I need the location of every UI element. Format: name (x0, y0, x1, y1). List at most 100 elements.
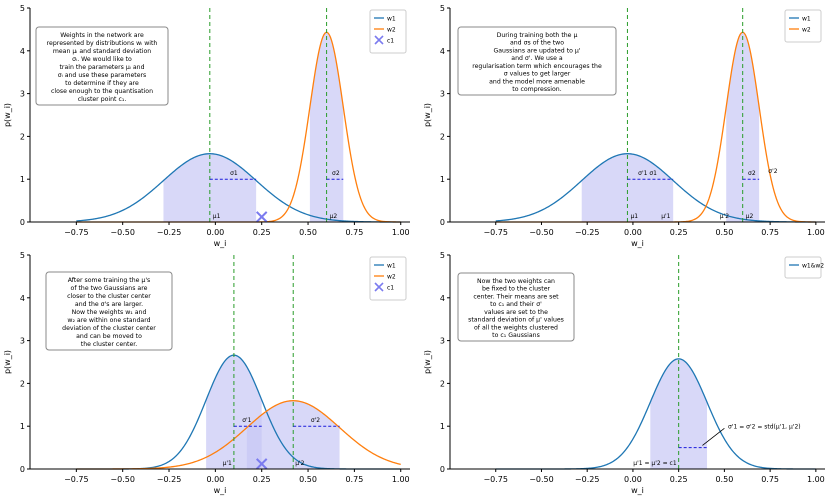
subplot-1: −0.75 −0.50 −0.25 0.00 0.25 0.50 0.75 1.00 0 1 2 3 4… (3, 4, 410, 248)
y-tick-label: 2 (440, 132, 445, 141)
x-tick-label: −0.75 (64, 475, 89, 484)
y-tick-label: 3 (20, 337, 25, 346)
annotation-line: values are set to the (484, 309, 548, 316)
y-tick-label: 5 (20, 4, 25, 13)
x-tick-label: 0.50 (715, 228, 733, 237)
sigma-label: σ'1 (242, 417, 251, 424)
annotation-line: and the model more amenable (489, 78, 585, 85)
annotation-line: σ values to get larger (504, 71, 571, 78)
x-tick-label: −0.50 (529, 228, 554, 237)
x-tick-label: 1.00 (392, 475, 410, 484)
x-tick-label: −0.75 (483, 475, 508, 484)
annotation-arrow (702, 428, 725, 446)
annotation-line: to determine if they are (65, 80, 139, 87)
y-tick-label: 1 (440, 422, 445, 431)
y-tick-label: 4 (20, 294, 25, 303)
subplot-4: −0.75 −0.50 −0.25 0.00 0.25 0.50 0.75 1.00 0 1 2 3 4… (423, 251, 825, 495)
y-tick-label: 5 (20, 251, 25, 260)
annotation-line: regularisation term which encourages the (472, 63, 602, 70)
x-tick-label: 1.00 (392, 228, 410, 237)
annotation-line: and the σ's are larger. (75, 301, 143, 308)
legend-label: w2 (802, 27, 811, 34)
mu-label: μ'1 (223, 460, 232, 467)
annotation-line: and σs of the two (510, 40, 564, 47)
annotation-line: to c₁ and their σ' (490, 301, 542, 308)
y-tick-label: 1 (440, 175, 445, 184)
legend-label: c1 (387, 38, 394, 45)
mu-label: μ'2 (295, 460, 304, 467)
legend-label: w1&w2 (802, 263, 824, 270)
y-tick-label: 0 (20, 218, 25, 227)
legend-label: w1 (387, 16, 396, 23)
y-axis-label: p(w_i) (3, 103, 12, 127)
annotation-line: closer to the cluster center (67, 293, 151, 300)
annotation-line: of the two Gaussians are (71, 285, 148, 292)
y-tick-label: 3 (20, 90, 25, 99)
subplot-2: −0.75 −0.50 −0.25 0.00 0.25 0.50 0.75 1.00 0 1 2 3 4… (423, 4, 825, 248)
annotation-line: cluster point c₁. (78, 96, 127, 103)
x-tick-label: −0.75 (483, 228, 508, 237)
shaded-region (246, 400, 340, 469)
x-tick-label: −0.50 (110, 228, 135, 237)
x-tick-label: 0.25 (670, 475, 688, 484)
x-axis-label: w_i (631, 486, 644, 495)
x-axis-label: w_i (214, 239, 227, 248)
x-tick-label: 0.25 (670, 228, 688, 237)
x-tick-label: 0.25 (253, 228, 271, 237)
shaded-region (163, 153, 257, 222)
x-tick-label: 1.00 (807, 475, 825, 484)
annotation-line: close enough to the quantisation (51, 88, 153, 95)
annotation-line: center. Their means are set (473, 293, 559, 300)
x-tick-label: −0.50 (529, 475, 554, 484)
annotation-line: standard deviation of μ' values (468, 317, 564, 324)
sigma-label: σ'1 σ1 (638, 170, 657, 177)
x-tick-label: 1.00 (807, 228, 825, 237)
y-tick-label: 2 (20, 132, 25, 141)
y-tick-label: 2 (440, 379, 445, 388)
y-tick-label: 4 (440, 294, 445, 303)
annotation-line: the cluster center. (81, 341, 137, 348)
x-tick-label: 0.00 (624, 475, 642, 484)
annotation-line: be fixed to the cluster (482, 286, 551, 293)
y-tick-label: 3 (440, 90, 445, 99)
y-tick-label: 5 (440, 4, 445, 13)
sigma-label: σ1 (230, 170, 238, 177)
legend-box (784, 256, 822, 279)
annotation-line: represented by distributions wᵢ with (47, 40, 158, 47)
annotation-line: mean μᵢ and standard deviation (53, 48, 151, 55)
y-tick-label: 0 (440, 465, 445, 474)
mu-label: μ'1 = μ'2 = c1 (633, 460, 677, 467)
x-tick-label: 0.75 (761, 475, 779, 484)
y-axis-label: p(w_i) (423, 350, 432, 374)
curve-w1 (76, 153, 401, 223)
legend-label: w2 (387, 274, 396, 281)
x-tick-label: 0.00 (624, 228, 642, 237)
shaded-region (581, 153, 674, 222)
x-tick-label: −0.25 (157, 475, 182, 484)
annotation-line: During training both the μ (497, 32, 578, 39)
annotation-line: σᵢ and use these parameters (58, 72, 147, 79)
sigma-label: σ'1 = σ'2 = std(μ'1, μ'2) (728, 423, 801, 430)
x-axis-label: w_i (631, 239, 644, 248)
annotation-box (45, 271, 173, 351)
mu-label: μ2 (746, 213, 754, 220)
x-tick-label: 0.00 (206, 475, 224, 484)
legend-label: w1 (802, 16, 811, 23)
y-axis-label: p(w_i) (423, 103, 432, 127)
legend-box (369, 9, 407, 54)
annotation-line: deviation of the cluster center (62, 325, 156, 332)
legend-label: c1 (387, 285, 394, 292)
annotation-line: and can be moved to (76, 333, 142, 340)
annotation-line: Now the two weights can (477, 278, 555, 285)
legend-box (369, 256, 407, 301)
annotation-box (457, 26, 617, 96)
annotation-box (457, 272, 575, 342)
mu-label: μ'1 (661, 213, 670, 220)
x-tick-label: −0.25 (575, 475, 600, 484)
legend-marker (374, 282, 384, 292)
y-tick-label: 1 (20, 422, 25, 431)
x-tick-label: 0.50 (299, 228, 317, 237)
y-tick-label: 3 (440, 337, 445, 346)
x-tick-label: −0.25 (157, 228, 182, 237)
y-tick-label: 4 (20, 47, 25, 56)
